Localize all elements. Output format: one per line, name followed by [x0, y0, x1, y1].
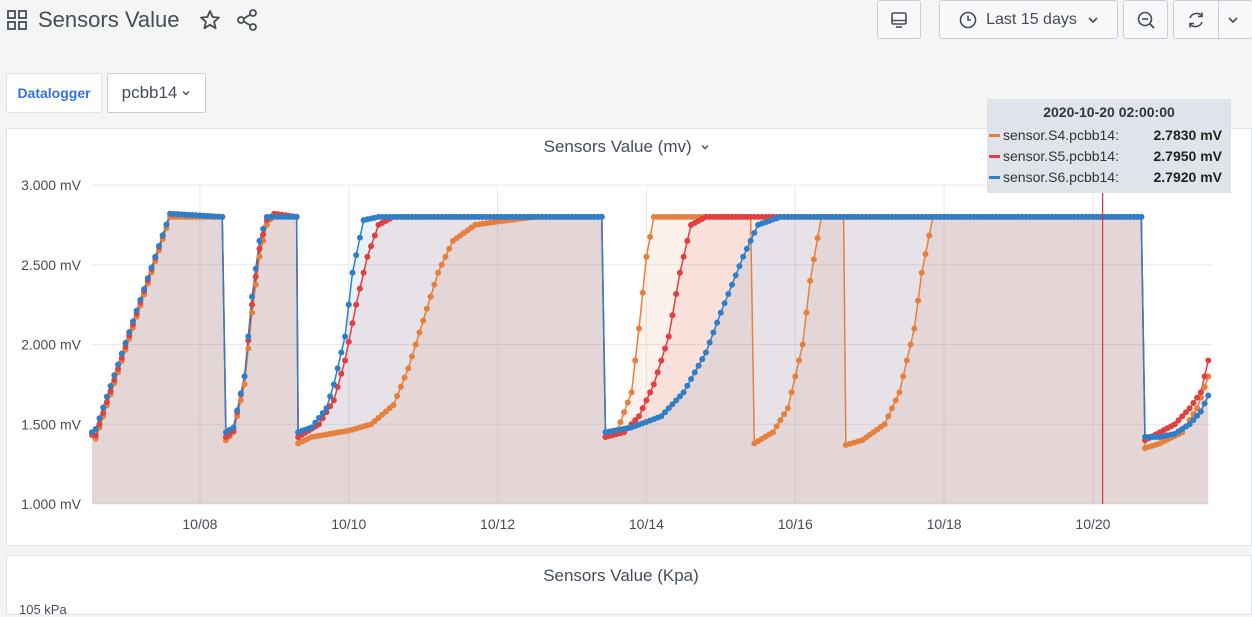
chevron-down-icon: [1088, 16, 1098, 23]
tooltip-series-value: 2.7920 mV: [1153, 169, 1223, 185]
clock-icon: [959, 11, 977, 28]
tooltip-series-name: sensor.S4.pcbb14:: [1003, 127, 1119, 143]
tooltip-row-s4: sensor.S4.pcbb14: 2.7830 mV: [987, 125, 1231, 145]
share-icon[interactable]: [235, 8, 259, 32]
tooltip-row-s6: sensor.S6.pcbb14: 2.7920 mV: [987, 167, 1231, 187]
legend-swatch-s5: [989, 155, 1000, 158]
zoom-out-button[interactable]: [1123, 0, 1168, 39]
tv-mode-icon: [891, 11, 907, 28]
zoom-out-icon: [1137, 11, 1155, 29]
tooltip-time: 2020-10-20 02:00:00: [1043, 104, 1175, 120]
chevron-down-icon: [701, 145, 709, 150]
tv-mode-button[interactable]: [877, 0, 921, 39]
tooltip-row-s5: sensor.S5.pcbb14: 2.7950 mV: [987, 146, 1231, 166]
dashboard-title[interactable]: Sensors Value: [38, 7, 180, 32]
refresh-button[interactable]: [1173, 0, 1252, 40]
hover-tooltip: 2020-10-20 02:00:00 sensor.S4.pcbb14: 2.…: [987, 99, 1231, 193]
panel-title[interactable]: Sensors Value (Kpa): [543, 566, 699, 585]
chevron-down-icon: [182, 91, 190, 96]
dashboard-grid-icon[interactable]: [6, 9, 28, 31]
sensors-kpa-panel: Sensors Value (Kpa) 105 kPa: [6, 555, 1252, 617]
refresh-icon: [1189, 12, 1203, 27]
star-icon[interactable]: [198, 8, 222, 32]
legend-swatch-s4: [989, 134, 1000, 137]
tooltip-series-value: 2.7950 mV: [1153, 148, 1223, 164]
tooltip-series-name: sensor.S6.pcbb14:: [1003, 169, 1119, 185]
tooltip-series-name: sensor.S5.pcbb14:: [1003, 148, 1119, 164]
dashboard-header: Sensors Value Last 15 days: [0, 0, 1252, 44]
datalogger-variable-value: pcbb14: [121, 83, 178, 102]
datalogger-variable-label: Datalogger: [6, 73, 102, 113]
tooltip-series-value: 2.7830 mV: [1153, 127, 1223, 143]
time-range-picker[interactable]: Last 15 days: [939, 0, 1118, 39]
refresh-interval-chevron-icon[interactable]: [1227, 14, 1239, 26]
panel-title[interactable]: Sensors Value (mv): [7, 137, 1247, 157]
legend-swatch-s6: [989, 176, 1000, 179]
datalogger-variable-select[interactable]: pcbb14: [107, 73, 206, 113]
panel-title-text: Sensors Value (mv): [543, 137, 692, 156]
time-range-label: Last 15 days: [986, 10, 1077, 28]
